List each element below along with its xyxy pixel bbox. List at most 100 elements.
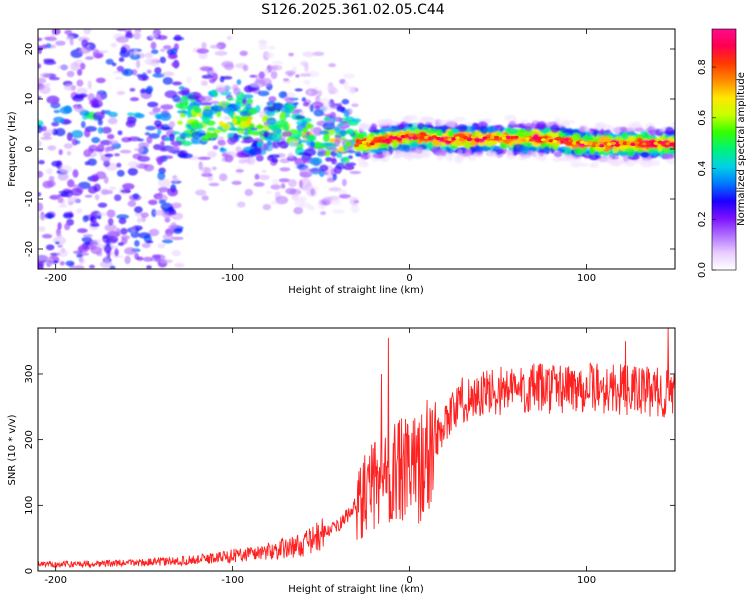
spectrogram-cell [470,125,476,134]
spectrogram-cell [310,188,316,196]
spectrogram-cell [334,126,341,135]
spectrogram-cell [81,39,89,48]
spectrogram-cell [303,148,317,157]
spectrogram-cell [38,96,42,100]
spectrogram-cell [87,158,97,166]
spectrogram-cell [152,254,166,261]
spectrogram-cell [272,139,280,149]
spectrogram-cell [336,153,343,159]
spectrogram-ridge-cell [451,137,457,141]
spectrogram-cell [242,94,254,99]
spectrogram-cell [457,149,463,157]
spectrogram-ridge-cell [517,138,523,142]
spectrogram-cell [174,34,182,41]
spectrogram-cell [589,164,595,168]
spectrogram-cell [210,100,220,105]
x-tick-label: 100 [577,273,596,284]
spectrogram-cell [38,226,46,232]
spectrogram-cell [160,104,174,110]
spectrogram-ridge-cell [459,137,465,141]
spectrogram-cell [211,89,218,95]
spectrogram-cell [124,69,129,75]
spectrogram-cell [464,148,472,157]
x-tick-label: -100 [221,575,244,586]
spectrogram-cell [43,131,52,138]
spectrogram-cell [610,159,623,167]
spectrogram-cell [78,244,90,253]
spectrogram-cell [72,169,79,178]
spectrogram-cell [309,104,314,113]
spectrogram-cell [294,136,300,140]
spectrogram-cell [266,117,277,125]
spectrogram-cell [76,253,83,258]
spectrogram-cell [151,208,157,218]
spectrogram-cell [317,90,323,97]
spectrogram-cell [271,133,283,142]
spectrogram-ridge-cell [416,134,422,138]
spectrogram-cell [58,204,68,208]
spectrogram-cell [202,117,211,125]
spectrogram-cell [38,170,44,178]
spectrogram-cell [200,102,213,106]
spectrogram-cell [303,79,311,85]
spectrogram-cell [520,119,529,124]
spectrogram-cell [343,109,350,118]
spectrogram-cell [231,118,237,125]
spectrogram-cell [157,129,162,135]
spectrogram-cell [253,182,265,187]
spectrogram-cell [241,103,246,107]
spectrogram-cell [271,60,284,65]
spectrogram-cell [499,142,506,149]
spectrogram-ridge-cell [494,135,500,139]
spectrogram-cell [504,114,517,122]
spectrogram-cell [76,208,83,214]
spectrogram-cell [79,93,88,98]
spectrogram-cell [109,231,122,237]
spectrogram-ridge-cell [595,143,601,148]
colorbar-tick-label: 0.6 [697,110,708,126]
spectrogram-cell [231,127,245,132]
spectrogram-ridge-cell [575,141,582,145]
spectrogram-cell [78,255,85,265]
spectrogram-cell [134,206,143,214]
spectrogram-cell [136,256,144,261]
spectrogram-cell [51,160,62,167]
spectrogram-cell [120,227,128,235]
spectrogram-cell [257,144,263,148]
y-tick-label: -10 [24,191,35,207]
spectrogram-cell [76,79,84,87]
spectrogram-ridge-cell [657,140,663,144]
spectrogram-cell [150,49,159,54]
spectrogram-cell [127,200,137,207]
spectrogram-cell [120,189,131,194]
spectrogram-cell [326,169,333,179]
spectrogram-cell [44,82,51,86]
spectrogram-cell [146,265,152,269]
spectrogram-cell [149,33,159,39]
spectrogram-cell [537,152,548,157]
spectrogram-cell [181,140,192,146]
spectrogram-cell [181,95,188,102]
spectrogram-cell [227,35,232,41]
spectrogram-cell [135,59,141,69]
spectrogram-cell [90,223,100,228]
spectrogram-cell [91,174,99,182]
spectrogram-cell [299,179,303,189]
spectrogram-cell [380,150,390,156]
spectrogram-cell [600,128,605,136]
spectrogram-cell [578,125,589,133]
spectrogram-cell [81,121,86,128]
spectrogram-cell [81,236,93,243]
spectrogram-cell [43,60,57,65]
spectrogram-cell [249,74,258,78]
spectrogram-ridge-cell [564,138,570,142]
spectrogram-cell [229,111,234,119]
spectrogram-cell [168,211,177,215]
spectrogram-cell [131,69,138,76]
spectrogram-cell [70,62,80,71]
spectrogram-cell [625,132,638,136]
spectrogram-cell [402,138,410,144]
spectrogram-cell [194,107,202,114]
spectrogram-ridge-cell [544,139,550,143]
spectrogram-cell [447,130,455,138]
